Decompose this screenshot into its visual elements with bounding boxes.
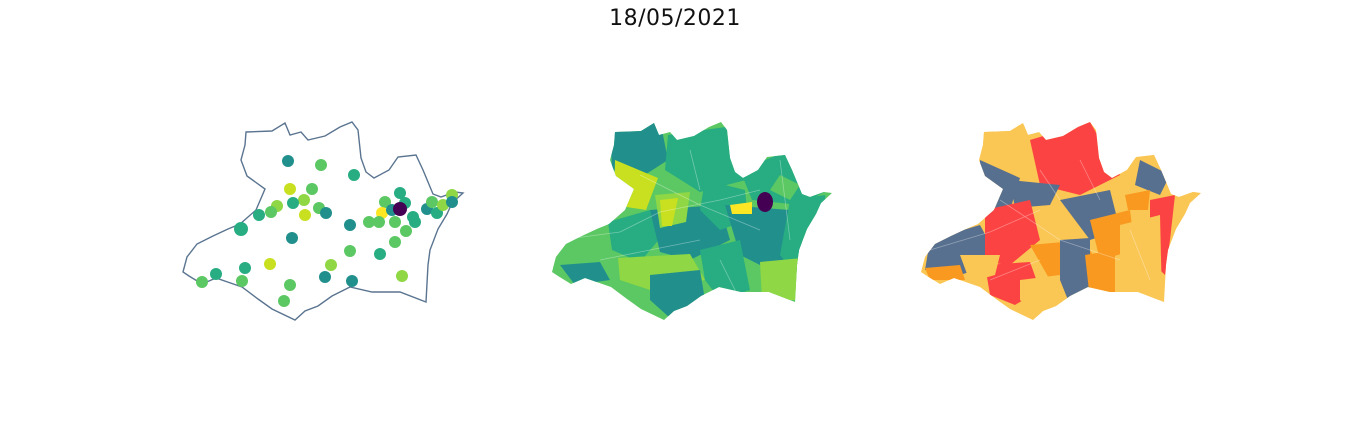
points-map (182, 121, 464, 321)
region (1060, 238, 1090, 305)
data-point (284, 279, 296, 291)
data-point (344, 245, 356, 257)
region (760, 258, 802, 300)
category-map (921, 122, 1201, 320)
data-point (282, 155, 294, 167)
data-point (284, 183, 296, 195)
data-point (393, 202, 407, 216)
data-point (319, 271, 331, 283)
data-point (264, 258, 276, 270)
state-outline (182, 121, 464, 321)
region (700, 240, 750, 300)
data-point (239, 262, 251, 274)
region (985, 200, 1040, 265)
data-point (389, 216, 401, 228)
data-point (426, 196, 438, 208)
data-point (346, 275, 358, 287)
region (757, 192, 773, 212)
data-point (379, 196, 391, 208)
region (730, 202, 752, 214)
data-point (287, 197, 299, 209)
data-point (236, 275, 248, 287)
data-point (306, 183, 318, 195)
region (1125, 190, 1150, 210)
data-point (374, 248, 386, 260)
data-point (196, 276, 208, 288)
region (770, 175, 800, 200)
region (975, 125, 1040, 178)
data-point (286, 232, 298, 244)
data-point (210, 268, 222, 280)
data-point (278, 295, 290, 307)
choropleth-map (552, 122, 832, 320)
region (1085, 250, 1115, 300)
region (610, 122, 668, 178)
data-point (325, 259, 337, 271)
region (1135, 160, 1170, 195)
region (925, 265, 965, 280)
region (960, 255, 1000, 282)
data-point (446, 196, 458, 208)
region (608, 210, 662, 262)
data-point (315, 159, 327, 171)
data-point (253, 209, 265, 221)
data-point (320, 207, 332, 219)
region (1120, 215, 1162, 300)
municipality-points (196, 155, 458, 307)
data-point (344, 219, 356, 231)
data-point (389, 236, 401, 248)
data-point (234, 222, 248, 236)
figure-title: 18/05/2021 (609, 6, 741, 31)
data-point (363, 216, 375, 228)
data-point (265, 206, 277, 218)
data-point (373, 216, 385, 228)
region (665, 125, 746, 192)
data-point (400, 225, 412, 237)
region (1010, 180, 1060, 208)
region (660, 198, 678, 226)
data-point (348, 169, 360, 181)
data-point (298, 194, 310, 206)
data-point (396, 270, 408, 282)
data-point (299, 209, 311, 221)
data-point (409, 216, 421, 228)
data-point (394, 187, 406, 199)
region (560, 262, 610, 285)
